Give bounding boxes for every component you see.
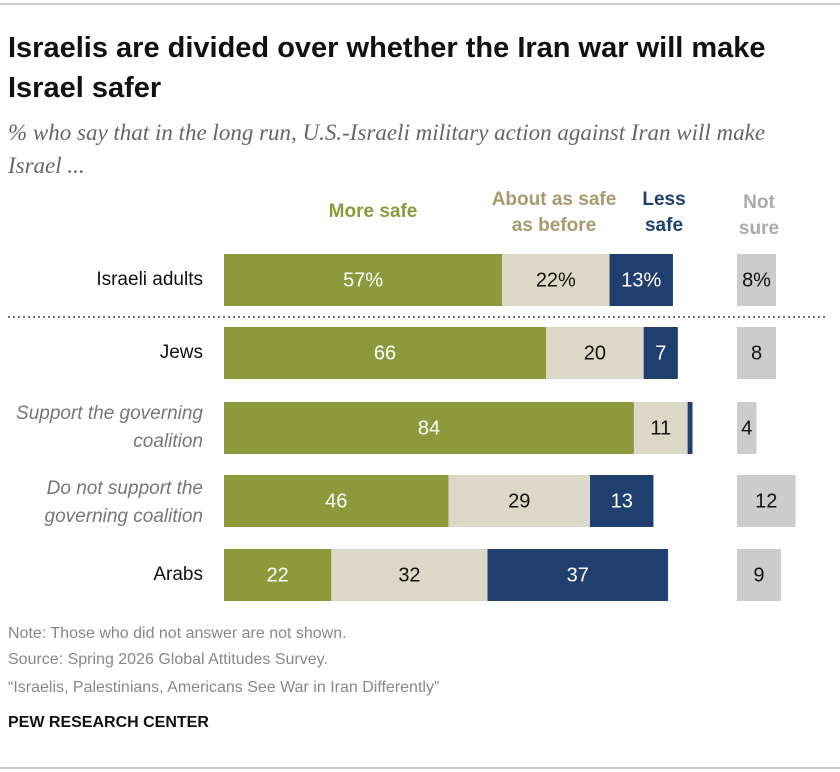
bar-segment xyxy=(224,254,503,306)
legend-label: Not sure xyxy=(738,192,780,239)
value-label: 8 xyxy=(751,342,762,364)
bar-segment xyxy=(224,475,449,527)
bar-segment xyxy=(546,327,644,379)
source: PEW RESEARCH CENTER xyxy=(8,714,209,731)
value-label: 22 xyxy=(267,564,289,586)
value-label: 22% xyxy=(536,269,576,291)
legend-label: More safe xyxy=(328,201,418,222)
bar-segment xyxy=(737,549,781,601)
bar-segment xyxy=(487,549,669,601)
bar-segment xyxy=(643,327,678,379)
bar-segment xyxy=(633,402,688,454)
value-label: 9 xyxy=(753,564,764,586)
category-label: Jews xyxy=(159,342,203,363)
value-label: 13 xyxy=(611,490,633,512)
bar-segment xyxy=(502,254,610,306)
note: Source: Spring 2026 Global Attitudes Sur… xyxy=(8,651,328,668)
note: Note: Those who did not answer are not s… xyxy=(8,625,347,642)
value-label: 12 xyxy=(755,490,777,512)
value-label: 11 xyxy=(650,417,671,439)
bar-segment xyxy=(448,475,590,527)
value-label: 46 xyxy=(325,490,347,512)
chart-title: Israelis are divided over whether the Ir… xyxy=(8,32,766,104)
category-label: Do not support the governing coalition xyxy=(44,478,203,527)
bar-segment xyxy=(737,475,796,527)
bar-segment xyxy=(687,402,693,454)
chart-subtitle: % who say that in the long run, U.S.-Isr… xyxy=(8,120,766,178)
value-label: 13% xyxy=(621,269,661,291)
bar-segment xyxy=(737,402,757,454)
value-label: 29 xyxy=(508,490,530,512)
category-label: Support the governing coalition xyxy=(16,403,203,452)
value-label: 57% xyxy=(343,269,383,291)
bar-segment xyxy=(224,402,634,454)
bar-segment xyxy=(590,475,654,527)
value-label: 4 xyxy=(741,417,752,439)
value-label: 7 xyxy=(655,342,666,364)
bar-segment xyxy=(609,254,673,306)
category-label: Arabs xyxy=(153,564,203,585)
value-label: 8% xyxy=(742,269,771,291)
bar-segment xyxy=(737,327,777,379)
value-label: 20 xyxy=(584,342,606,364)
bar-segment xyxy=(737,254,777,306)
legend-label: About as safe as before xyxy=(491,189,617,236)
bar-segment xyxy=(224,327,547,379)
legend-label: Less safe xyxy=(642,189,686,236)
category-label: Israeli adults xyxy=(96,269,203,290)
value-label: 37 xyxy=(567,564,589,586)
bar-segment xyxy=(331,549,488,601)
value-label: 66 xyxy=(374,342,396,364)
note: “Israelis, Palestinians, Americans See W… xyxy=(8,679,440,696)
bar-segment xyxy=(224,549,332,601)
value-label: 84 xyxy=(418,417,440,439)
value-label: 32 xyxy=(398,564,420,586)
